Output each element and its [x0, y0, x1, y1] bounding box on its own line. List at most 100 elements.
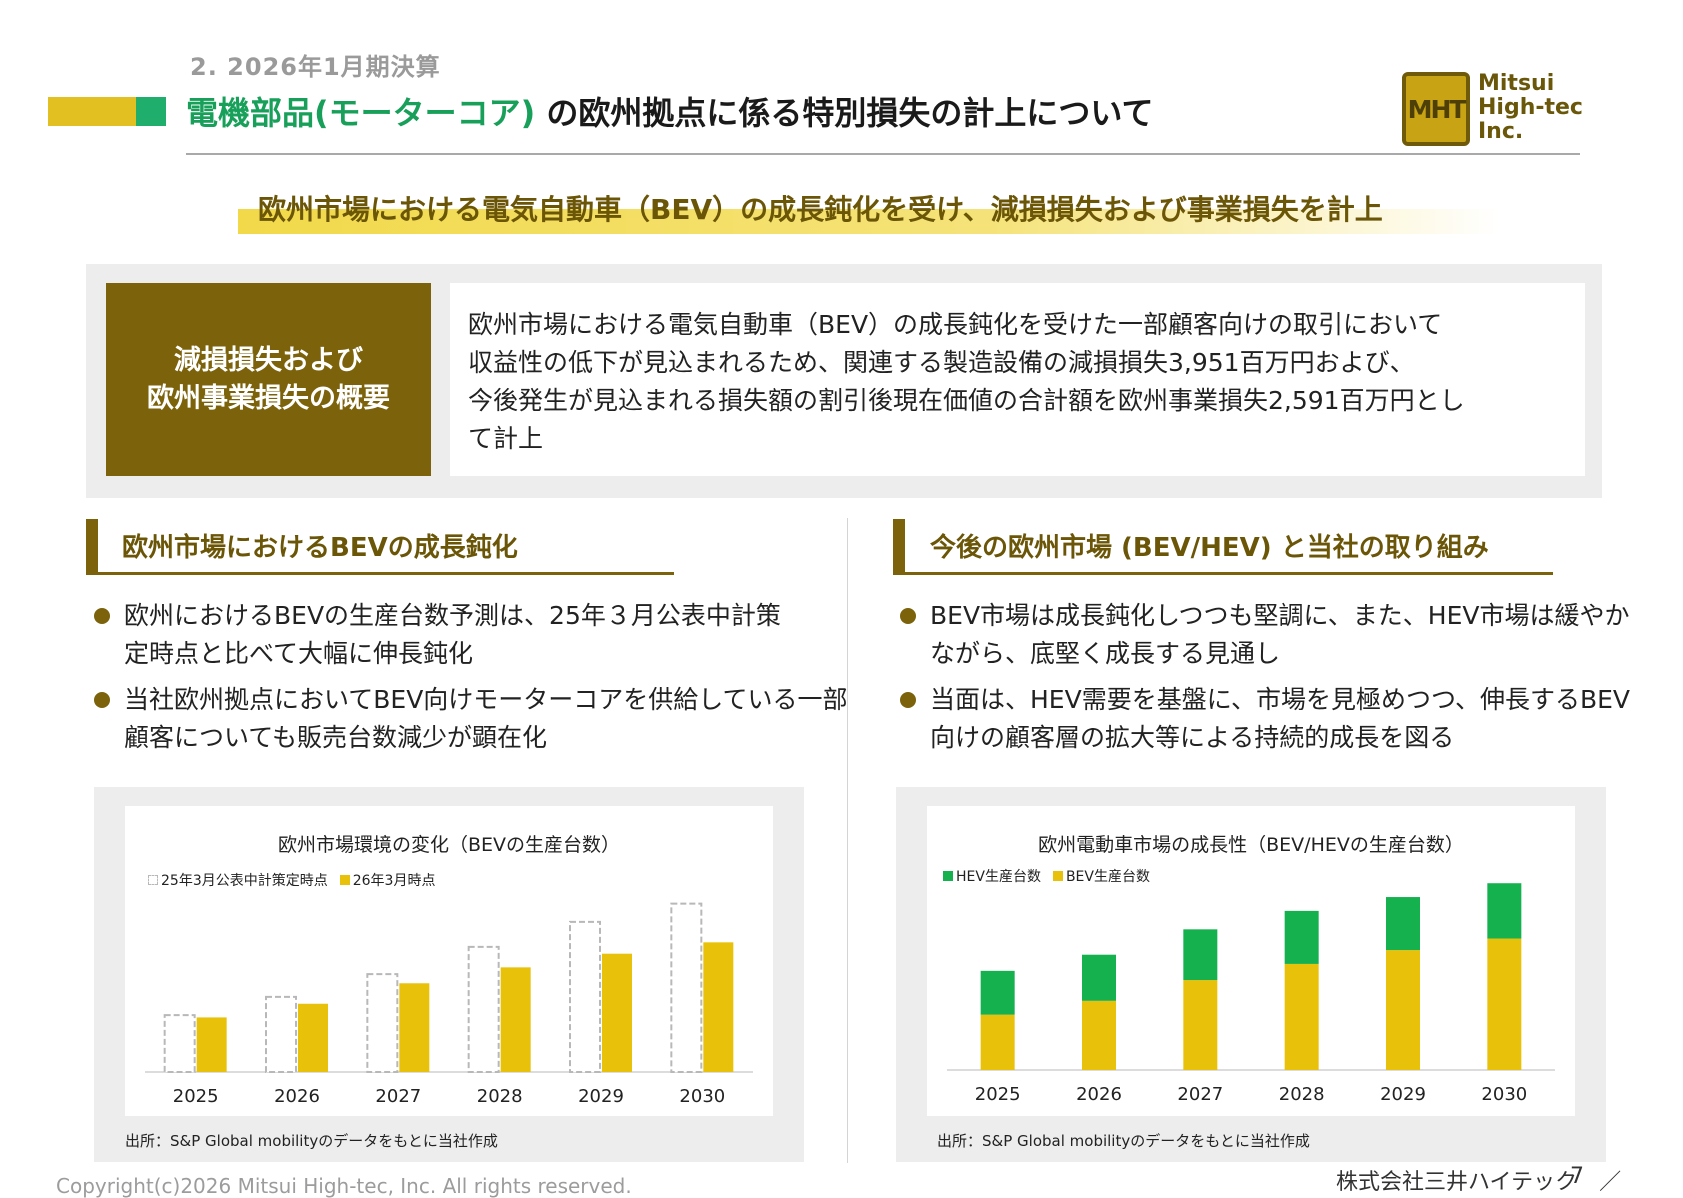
- x-tick-label: 2030: [679, 1086, 725, 1107]
- x-tick-label: 2027: [1177, 1084, 1223, 1105]
- summary-label: 減損損失および 欧州事業損失の概要: [106, 283, 431, 476]
- headline-highlight: [238, 209, 1500, 234]
- bar-bev-2029: [1386, 950, 1420, 1070]
- summary-label-line: 欧州事業損失の概要: [147, 382, 390, 414]
- left-chart-svg: 2025 2026 2027 2028 2029 2030: [145, 902, 753, 1107]
- left-section-title: 欧州市場におけるBEVの成長鈍化: [122, 533, 518, 563]
- right-chart-source: 出所：S&P Global mobilityのデータをもとに当社作成: [937, 1132, 1310, 1150]
- bar-plan-2028: [467, 945, 500, 1073]
- legend-label: 26年3月時点: [352, 873, 436, 889]
- left-bullet-list: 欧州におけるBEVの生産台数予測は、25年３月公表中計策 定時点と比べて大幅に伸…: [94, 597, 848, 765]
- right-bullet-list: BEV市場は成長鈍化しつつも堅調に、また、HEV市場は緩やか ながら、底堅く成長…: [900, 597, 1630, 765]
- bar-bev-2025: [980, 1014, 1015, 1070]
- bar-bev-2027: [1183, 980, 1218, 1070]
- left-chart-legend: 25年3月公表中計策定時点 26年3月時点: [148, 870, 435, 890]
- legend-label: 25年3月公表中計策定時点: [161, 873, 328, 889]
- bar-bev-2028: [1284, 963, 1319, 1070]
- summary-text-line: 収益性の低下が見込まれるため、関連する製造設備の減損損失3,951百万円および、: [468, 348, 1415, 377]
- list-item: 当社欧州拠点においてBEV向けモーターコアを供給している一部 顧客についても販売…: [94, 681, 848, 757]
- right-section-bar: [893, 519, 905, 575]
- bullet-line: 当社欧州拠点においてBEV向けモーターコアを供給している一部: [124, 685, 848, 714]
- title-accent-bar-yellow: [48, 97, 136, 126]
- logo-line: Mitsui: [1478, 71, 1555, 96]
- bullet-dot-icon: [900, 608, 916, 624]
- bar-plan-2027: [366, 973, 399, 1073]
- bar-current-2028: [500, 967, 531, 1072]
- bullet-line: 定時点と比べて大幅に伸長鈍化: [124, 639, 474, 668]
- bar-hev-2025: [980, 970, 1015, 1015]
- bar-plan-2029: [569, 920, 601, 1073]
- bullet-line: BEV市場は成長鈍化しつつも堅調に、また、HEV市場は緩やか: [930, 601, 1630, 630]
- x-tick-label: 2026: [1076, 1084, 1122, 1105]
- company-logo-text: Mitsui High-tec Inc.: [1478, 72, 1588, 144]
- right-chart-title: 欧州電動車市場の成長性（BEV/HEVの生産台数）: [1038, 834, 1464, 856]
- section-label: 2. 2026年1月期決算: [190, 53, 441, 81]
- x-tick-label: 2028: [477, 1086, 523, 1107]
- bar-current-2025: [196, 1017, 227, 1072]
- title-accent-bar-green: [136, 97, 166, 126]
- header-divider: [186, 153, 1580, 155]
- right-section-rule: [893, 572, 1553, 575]
- logo-line: High-tec: [1478, 95, 1583, 120]
- legend-swatch-green-icon: [943, 871, 953, 881]
- summary-text-line: 欧州市場における電気自動車（BEV）の成長鈍化を受けた一部顧客向けの取引において: [468, 310, 1443, 339]
- legend-swatch-yellow-icon: [1052, 871, 1063, 881]
- bar-hev-2030: [1487, 883, 1522, 939]
- list-item: BEV市場は成長鈍化しつつも堅調に、また、HEV市場は緩やか ながら、底堅く成長…: [900, 597, 1630, 673]
- bar-current-2026: [298, 1003, 328, 1072]
- legend-swatch-yellow-icon: [339, 875, 350, 885]
- x-tick-label: 2029: [578, 1086, 624, 1107]
- summary-text-line: 今後発生が見込まれる損失額の割引後現在価値の合計額を欧州事業損失2,591百万円…: [468, 386, 1465, 415]
- bar-current-2030: [703, 942, 734, 1072]
- logo-line: Inc.: [1478, 119, 1524, 144]
- company-logo-icon: [1402, 72, 1470, 146]
- x-tick-label: 2028: [1279, 1084, 1325, 1105]
- bar-bev-2030: [1487, 938, 1522, 1070]
- headline: 欧州市場における電気自動車（BEV）の成長鈍化を受け、減損損失および事業損失を計…: [258, 193, 1383, 226]
- summary-label-line: 減損損失および: [174, 344, 363, 376]
- legend-swatch-outline-icon: [148, 875, 158, 885]
- page-title-rest: の欧州拠点に係る特別損失の計上について: [535, 94, 1154, 132]
- x-tick-label: 2025: [975, 1084, 1021, 1105]
- bullet-line: 当面は、HEV需要を基盤に、市場を見極めつつ、伸長するBEV: [930, 685, 1630, 714]
- bullet-dot-icon: [94, 608, 110, 624]
- bar-current-2027: [399, 983, 430, 1072]
- bar-plan-2025: [163, 1014, 196, 1073]
- left-chart-title: 欧州市場環境の変化（BEVの生産台数）: [277, 834, 621, 856]
- left-chart-source: 出所：S&P Global mobilityのデータをもとに当社作成: [125, 1132, 498, 1150]
- bar-plan-2030: [670, 902, 703, 1074]
- bar-hev-2027: [1183, 929, 1218, 981]
- right-chart-svg: 2025 2026 2027 2028 2029 2030: [947, 883, 1555, 1105]
- page-number: 7: [1570, 1164, 1584, 1189]
- copyright: Copyright(c)2026 Mitsui High-tec, Inc. A…: [56, 1174, 632, 1198]
- bar-plan-2026: [265, 995, 297, 1073]
- column-divider: [847, 518, 848, 1163]
- x-tick-label: 2029: [1380, 1084, 1426, 1105]
- right-section-title: 今後の欧州市場 (BEV/HEV) と当社の取り組み: [930, 533, 1489, 563]
- bullet-line: 欧州におけるBEVの生産台数予測は、25年３月公表中計策: [124, 601, 781, 630]
- list-item: 欧州におけるBEVの生産台数予測は、25年３月公表中計策 定時点と比べて大幅に伸…: [94, 597, 814, 673]
- bullet-line: ながら、底堅く成長する見通し: [930, 639, 1281, 668]
- bullet-dot-icon: [94, 692, 110, 708]
- left-section-rule: [86, 572, 674, 575]
- page-title: 電機部品(モーターコア) の欧州拠点に係る特別損失の計上について: [186, 88, 1153, 134]
- bar-bev-2026: [1082, 1000, 1116, 1070]
- left-chart-area: [125, 806, 773, 1116]
- bullet-line: 顧客についても販売台数減少が顕在化: [124, 723, 548, 752]
- bar-hev-2028: [1284, 910, 1319, 964]
- page-title-highlight: 電機部品(モーターコア): [186, 94, 536, 132]
- company-logo-mark: MHT: [1407, 94, 1467, 124]
- right-chart-area: [927, 806, 1575, 1116]
- bar-hev-2029: [1386, 897, 1420, 951]
- x-tick-label: 2030: [1481, 1084, 1527, 1105]
- bar-current-2029: [602, 953, 632, 1072]
- bar-hev-2026: [1082, 954, 1116, 1001]
- bullet-line: 向けの顧客層の拡大等による持続的成長を図る: [930, 723, 1455, 752]
- right-chart-legend: HEV生産台数 BEV生産台数: [943, 866, 1150, 886]
- x-tick-label: 2026: [274, 1086, 320, 1107]
- bullet-dot-icon: [900, 692, 916, 708]
- legend-label: BEV生産台数: [1065, 869, 1150, 885]
- summary-text-line: て計上: [468, 424, 544, 453]
- legend-label: HEV生産台数: [956, 869, 1041, 885]
- left-section-bar: [86, 519, 98, 575]
